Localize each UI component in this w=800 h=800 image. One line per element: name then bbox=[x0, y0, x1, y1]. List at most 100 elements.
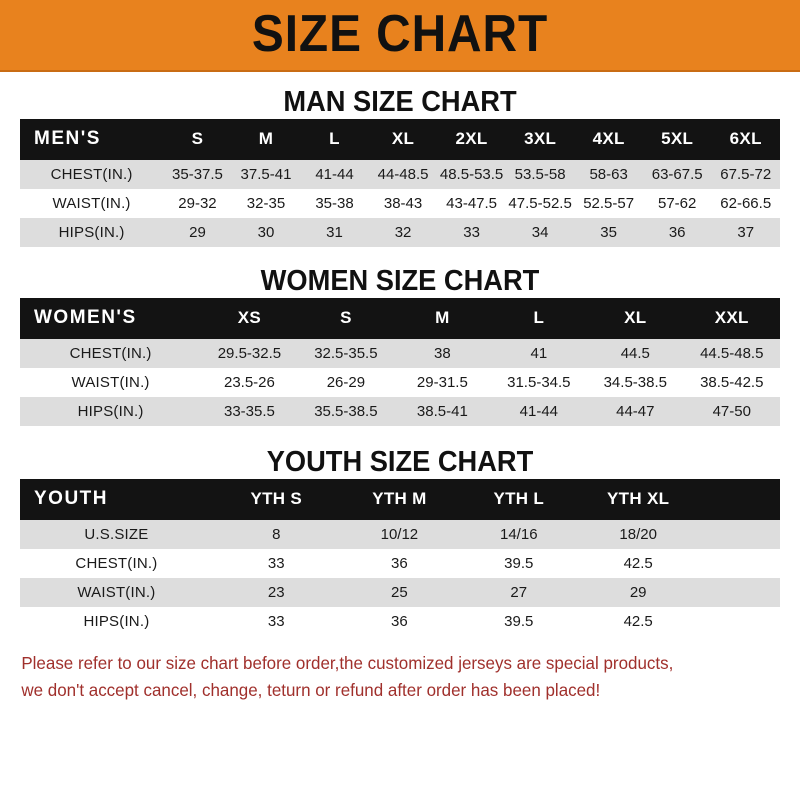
men-corner-label: MEN'S bbox=[20, 119, 164, 160]
youth-col-3: YTH XL bbox=[578, 479, 698, 520]
men-waist-7: 57-62 bbox=[642, 189, 712, 218]
women-chest-4: 44.5 bbox=[587, 339, 684, 368]
men-waist-6: 52.5-57 bbox=[574, 189, 643, 218]
men-hips-7: 36 bbox=[642, 218, 712, 247]
youth-ussize-1: 10/12 bbox=[339, 520, 460, 549]
men-col-4: 2XL bbox=[437, 119, 506, 160]
women-corner-label: WOMEN'S bbox=[20, 298, 202, 339]
youth-waist-0: 23 bbox=[212, 578, 340, 607]
youth-hips-1: 36 bbox=[339, 607, 460, 636]
youth-waist-1: 25 bbox=[339, 578, 460, 607]
youth-row-label-ussize: U.S.SIZE bbox=[20, 520, 213, 549]
footer-line-2: we don't accept cancel, change, teturn o… bbox=[21, 680, 601, 701]
youth-waist-2: 27 bbox=[459, 578, 579, 607]
women-hips-0: 33-35.5 bbox=[201, 397, 298, 426]
youth-table-header: YOUTH YTH S YTH M YTH L YTH XL bbox=[20, 479, 780, 520]
youth-hips-2: 39.5 bbox=[459, 607, 579, 636]
men-col-6: 4XL bbox=[574, 119, 643, 160]
men-chest-4: 48.5-53.5 bbox=[437, 160, 506, 189]
men-waist-3: 38-43 bbox=[368, 189, 438, 218]
men-row-label-hips: HIPS(IN.) bbox=[20, 218, 164, 247]
youth-row-label-waist: WAIST(IN.) bbox=[20, 578, 213, 607]
men-size-table: MEN'S S M L XL 2XL 3XL 4XL 5XL 6XL CHEST… bbox=[20, 119, 780, 247]
table-row: HIPS(IN.) 29 30 31 32 33 34 35 36 37 bbox=[20, 218, 780, 247]
women-table-wrapper: WOMEN'S XS S M L XL XXL CHEST(IN.) 29.5-… bbox=[0, 298, 800, 426]
women-hips-2: 38.5-41 bbox=[394, 397, 491, 426]
youth-hips-0: 33 bbox=[212, 607, 340, 636]
youth-col-4 bbox=[697, 479, 780, 520]
table-row: CHEST(IN.) 35-37.5 37.5-41 41-44 44-48.5… bbox=[20, 160, 780, 189]
table-row: HIPS(IN.) 33-35.5 35.5-38.5 38.5-41 41-4… bbox=[20, 397, 780, 426]
men-waist-2: 35-38 bbox=[300, 189, 369, 218]
men-hips-3: 32 bbox=[368, 218, 438, 247]
women-col-5: XXL bbox=[683, 298, 780, 339]
women-hips-4: 44-47 bbox=[587, 397, 684, 426]
youth-table-body: U.S.SIZE 8 10/12 14/16 18/20 CHEST(IN.) … bbox=[20, 520, 780, 636]
men-hips-6: 35 bbox=[574, 218, 643, 247]
women-chest-5: 44.5-48.5 bbox=[683, 339, 780, 368]
men-col-7: 5XL bbox=[642, 119, 712, 160]
women-chest-0: 29.5-32.5 bbox=[201, 339, 298, 368]
women-hips-3: 41-44 bbox=[490, 397, 588, 426]
women-waist-2: 29-31.5 bbox=[394, 368, 491, 397]
youth-ussize-2: 14/16 bbox=[459, 520, 579, 549]
men-row-label-chest: CHEST(IN.) bbox=[20, 160, 164, 189]
women-hips-5: 47-50 bbox=[683, 397, 780, 426]
youth-col-2: YTH L bbox=[459, 479, 579, 520]
table-row: HIPS(IN.) 33 36 39.5 42.5 bbox=[20, 607, 780, 636]
women-row-label-hips: HIPS(IN.) bbox=[20, 397, 202, 426]
table-row: U.S.SIZE 8 10/12 14/16 18/20 bbox=[20, 520, 780, 549]
men-hips-1: 30 bbox=[231, 218, 301, 247]
youth-ussize-0: 8 bbox=[212, 520, 340, 549]
men-table-header: MEN'S S M L XL 2XL 3XL 4XL 5XL 6XL bbox=[20, 119, 780, 160]
youth-waist-4 bbox=[697, 578, 780, 607]
table-row: WAIST(IN.) 29-32 32-35 35-38 38-43 43-47… bbox=[20, 189, 780, 218]
section-title-youth: YOUTH SIZE CHART bbox=[266, 446, 534, 478]
youth-chest-1: 36 bbox=[339, 549, 460, 578]
women-hips-1: 35.5-38.5 bbox=[297, 397, 395, 426]
youth-chest-4 bbox=[697, 549, 780, 578]
youth-size-table: YOUTH YTH S YTH M YTH L YTH XL U.S.SIZE … bbox=[20, 479, 780, 636]
youth-chest-0: 33 bbox=[212, 549, 340, 578]
women-chest-1: 32.5-35.5 bbox=[297, 339, 395, 368]
table-row: CHEST(IN.) 29.5-32.5 32.5-35.5 38 41 44.… bbox=[20, 339, 780, 368]
women-chest-3: 41 bbox=[490, 339, 588, 368]
youth-col-0: YTH S bbox=[212, 479, 340, 520]
men-hips-0: 29 bbox=[163, 218, 232, 247]
men-chest-5: 53.5-58 bbox=[505, 160, 575, 189]
youth-chest-2: 39.5 bbox=[459, 549, 579, 578]
women-waist-1: 26-29 bbox=[297, 368, 395, 397]
women-waist-3: 31.5-34.5 bbox=[490, 368, 588, 397]
men-col-0: S bbox=[163, 119, 232, 160]
youth-ussize-4 bbox=[697, 520, 780, 549]
women-waist-4: 34.5-38.5 bbox=[587, 368, 684, 397]
youth-ussize-3: 18/20 bbox=[578, 520, 698, 549]
men-col-1: M bbox=[231, 119, 301, 160]
men-table-body: CHEST(IN.) 35-37.5 37.5-41 41-44 44-48.5… bbox=[20, 160, 780, 247]
men-waist-0: 29-32 bbox=[163, 189, 232, 218]
men-hips-4: 33 bbox=[437, 218, 506, 247]
men-hips-5: 34 bbox=[505, 218, 575, 247]
men-col-8: 6XL bbox=[711, 119, 780, 160]
table-row: CHEST(IN.) 33 36 39.5 42.5 bbox=[20, 549, 780, 578]
men-chest-0: 35-37.5 bbox=[163, 160, 232, 189]
women-row-label-chest: CHEST(IN.) bbox=[20, 339, 202, 368]
youth-hips-4 bbox=[697, 607, 780, 636]
men-waist-5: 47.5-52.5 bbox=[505, 189, 575, 218]
women-row-label-waist: WAIST(IN.) bbox=[20, 368, 202, 397]
table-header-row: YOUTH YTH S YTH M YTH L YTH XL bbox=[20, 479, 780, 520]
page-title: SIZE CHART bbox=[251, 5, 549, 63]
women-waist-0: 23.5-26 bbox=[201, 368, 298, 397]
women-table-body: CHEST(IN.) 29.5-32.5 32.5-35.5 38 41 44.… bbox=[20, 339, 780, 426]
men-waist-8: 62-66.5 bbox=[711, 189, 780, 218]
table-row: WAIST(IN.) 23 25 27 29 bbox=[20, 578, 780, 607]
footer-line-1: Please refer to our size chart before or… bbox=[21, 653, 674, 673]
men-chest-6: 58-63 bbox=[574, 160, 643, 189]
men-hips-2: 31 bbox=[300, 218, 369, 247]
men-chest-2: 41-44 bbox=[300, 160, 369, 189]
youth-row-label-chest: CHEST(IN.) bbox=[20, 549, 213, 578]
women-chest-2: 38 bbox=[394, 339, 491, 368]
men-chest-3: 44-48.5 bbox=[368, 160, 438, 189]
men-col-3: XL bbox=[368, 119, 438, 160]
